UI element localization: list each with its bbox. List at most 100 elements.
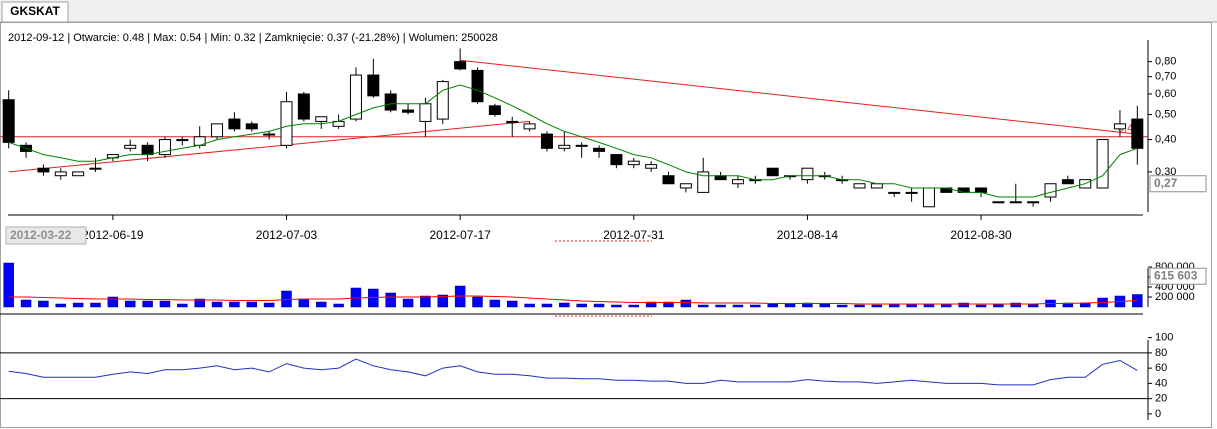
candle-body xyxy=(1096,139,1109,189)
candle-body xyxy=(2,99,15,143)
x-tick-label: 2012-06-19 xyxy=(82,228,144,242)
candle-body xyxy=(662,175,675,185)
volume-bar xyxy=(55,303,67,308)
volume-bar xyxy=(628,304,640,308)
volume-bar xyxy=(263,302,275,308)
x-tick-label: 2012-07-31 xyxy=(603,228,665,242)
moving-average xyxy=(8,84,1138,198)
volume-bar xyxy=(750,304,761,308)
x-tick-label: 2012-08-14 xyxy=(777,228,839,242)
volume-bar xyxy=(576,303,587,308)
y-tick-label: 0,70 xyxy=(1155,71,1176,83)
candle-body xyxy=(89,167,102,170)
y-tick-label: 80 xyxy=(1155,347,1167,359)
candle-body xyxy=(922,187,935,208)
candle-body xyxy=(297,93,310,120)
oscillator-line xyxy=(8,358,1138,386)
candle-body xyxy=(627,160,640,166)
frame xyxy=(0,22,1212,428)
candle-body xyxy=(853,183,866,189)
volume-bar xyxy=(107,296,119,308)
volume-bar xyxy=(732,304,744,308)
candle-body xyxy=(1113,123,1126,130)
candle-body xyxy=(975,187,988,193)
volume-bar xyxy=(385,292,396,308)
x-tick-label: 2012-07-03 xyxy=(256,228,318,242)
candle-body xyxy=(1009,201,1022,204)
volume-bar xyxy=(506,300,518,308)
volume-bar xyxy=(697,304,709,308)
cursor-date-box xyxy=(5,226,87,245)
volume-bar xyxy=(3,262,14,308)
volume-bar xyxy=(194,298,205,308)
volume-bar xyxy=(159,300,171,308)
candle-body xyxy=(1131,118,1144,149)
candle-body xyxy=(158,139,171,156)
volume-bar xyxy=(715,304,726,308)
candle-body xyxy=(645,164,658,169)
y-tick-label: 0,30 xyxy=(1155,166,1176,178)
y-tick-label: 40 xyxy=(1155,377,1167,389)
candle-body xyxy=(141,144,154,156)
volume-bar xyxy=(246,301,258,308)
candle-body xyxy=(315,116,328,122)
volume-bar xyxy=(541,303,553,308)
tab-label[interactable]: GKSKAT xyxy=(10,4,60,18)
candle-body xyxy=(697,171,710,193)
candle-body xyxy=(801,167,814,181)
y-tick-label: 20 xyxy=(1155,393,1167,405)
volume-bar xyxy=(524,303,535,308)
candle-body xyxy=(263,133,276,136)
volume-bar xyxy=(854,304,865,308)
volume-bar xyxy=(124,300,136,308)
candle-body xyxy=(488,105,501,115)
volume-bar xyxy=(333,303,344,308)
candle-body xyxy=(367,74,380,97)
candle-body xyxy=(992,201,1005,204)
volume-bar xyxy=(593,303,605,308)
candle-body xyxy=(54,171,67,177)
tab-bar xyxy=(0,0,1217,22)
candle-body xyxy=(211,123,224,138)
volume-bar xyxy=(958,302,969,308)
volume-bar xyxy=(559,302,570,308)
candle-body xyxy=(523,123,536,130)
candle-body xyxy=(37,167,50,173)
candle-body xyxy=(870,183,883,189)
volume-bar xyxy=(680,299,692,308)
x-tick-label: 2012-07-17 xyxy=(429,228,491,242)
candle-body xyxy=(384,93,397,111)
volume-bar xyxy=(402,298,414,308)
volume-bar xyxy=(177,303,188,308)
volume-bar xyxy=(20,299,32,308)
candle-body xyxy=(888,191,901,194)
volume-bar xyxy=(472,296,483,308)
volume-bar xyxy=(90,302,101,308)
candle-body xyxy=(610,154,623,166)
volume-average xyxy=(8,295,1138,305)
y-tick-label: 0,40 xyxy=(1155,133,1176,145)
candle-body xyxy=(228,118,241,130)
candle-body xyxy=(72,171,85,177)
current-value: 0,27 xyxy=(1154,176,1178,190)
candle-body xyxy=(766,167,779,177)
volume-bar xyxy=(420,295,431,308)
candle-body xyxy=(506,120,519,123)
volume-bar xyxy=(489,299,501,308)
candle-body xyxy=(280,101,293,146)
candle-body xyxy=(593,147,606,152)
candle-body xyxy=(436,81,449,120)
candle-body xyxy=(419,103,432,122)
y-tick-label: 0,80 xyxy=(1155,56,1176,68)
cursor-date: 2012-03-22 xyxy=(10,228,72,242)
volume-bar xyxy=(871,304,883,308)
candle-body xyxy=(731,179,744,185)
candle-body xyxy=(1061,179,1074,185)
info-line: 2012-09-12 | Otwarcie: 0.48 | Max: 0.54 … xyxy=(8,32,498,44)
volume-bar xyxy=(229,301,240,308)
candle-body xyxy=(558,144,571,149)
volume-bar xyxy=(72,302,84,308)
y-tick-label: 0,60 xyxy=(1155,88,1176,100)
candle-body xyxy=(1027,201,1040,204)
